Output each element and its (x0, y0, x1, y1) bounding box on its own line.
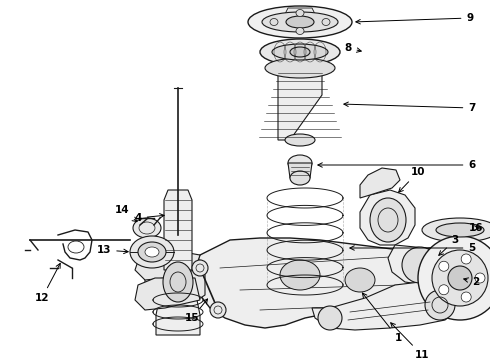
Ellipse shape (425, 290, 455, 320)
Text: 2: 2 (464, 277, 480, 287)
Text: 6: 6 (318, 160, 476, 170)
Ellipse shape (210, 302, 226, 318)
Ellipse shape (296, 9, 304, 17)
Polygon shape (360, 190, 415, 245)
Ellipse shape (318, 306, 342, 330)
Polygon shape (278, 68, 322, 140)
Ellipse shape (322, 18, 330, 26)
Ellipse shape (290, 171, 310, 185)
Polygon shape (388, 245, 445, 285)
Polygon shape (360, 168, 400, 198)
Text: 14: 14 (115, 205, 137, 222)
Ellipse shape (288, 155, 312, 171)
Ellipse shape (133, 218, 161, 238)
Text: 16: 16 (469, 223, 483, 233)
Ellipse shape (402, 247, 438, 283)
Polygon shape (195, 238, 460, 328)
Ellipse shape (418, 236, 490, 320)
Polygon shape (156, 295, 200, 335)
Ellipse shape (260, 39, 340, 65)
Text: 11: 11 (391, 323, 429, 360)
Ellipse shape (422, 218, 490, 242)
Ellipse shape (370, 198, 406, 242)
Polygon shape (164, 190, 192, 270)
Ellipse shape (296, 27, 304, 35)
Ellipse shape (290, 47, 310, 57)
Ellipse shape (262, 12, 338, 32)
Ellipse shape (461, 254, 471, 264)
Ellipse shape (280, 260, 320, 290)
Text: 9: 9 (356, 13, 473, 24)
Ellipse shape (345, 268, 375, 292)
Ellipse shape (439, 261, 449, 271)
Ellipse shape (192, 260, 208, 276)
Ellipse shape (248, 6, 352, 38)
Ellipse shape (265, 58, 335, 78)
Text: 3: 3 (439, 235, 459, 255)
Ellipse shape (439, 285, 449, 295)
Ellipse shape (163, 262, 193, 302)
Ellipse shape (475, 273, 485, 283)
Text: 7: 7 (344, 102, 476, 113)
Ellipse shape (432, 250, 488, 306)
Ellipse shape (286, 16, 314, 28)
Text: 5: 5 (350, 243, 476, 253)
Text: 15: 15 (185, 299, 208, 323)
Ellipse shape (138, 242, 166, 262)
Ellipse shape (461, 292, 471, 302)
Ellipse shape (270, 18, 278, 26)
Polygon shape (288, 163, 312, 178)
Polygon shape (135, 248, 200, 280)
Polygon shape (135, 278, 200, 310)
Text: 1: 1 (363, 293, 402, 343)
Text: 13: 13 (97, 245, 128, 255)
Ellipse shape (436, 223, 484, 237)
Polygon shape (285, 8, 315, 14)
Ellipse shape (145, 247, 159, 257)
Ellipse shape (130, 236, 174, 268)
Text: 8: 8 (344, 43, 361, 53)
Text: 12: 12 (35, 264, 60, 303)
Ellipse shape (272, 44, 328, 60)
Polygon shape (312, 282, 460, 330)
Ellipse shape (448, 266, 472, 290)
Text: 4: 4 (134, 213, 164, 223)
Ellipse shape (285, 134, 315, 146)
Text: 10: 10 (399, 167, 425, 192)
Polygon shape (145, 260, 205, 305)
